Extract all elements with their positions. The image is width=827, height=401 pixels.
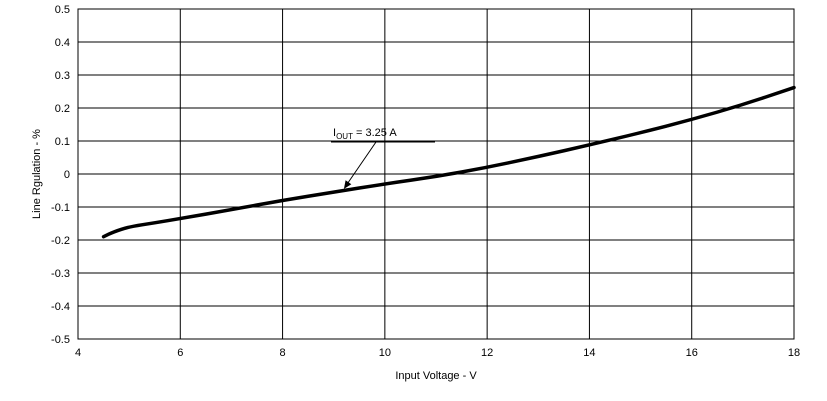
plot-frame <box>77 8 795 340</box>
x-tick-label: 12 <box>481 347 493 359</box>
annotation-layer: IOUT = 3.25 A <box>331 127 435 189</box>
y-tick-label: 0.5 <box>55 4 70 16</box>
y-tick-label: -0.3 <box>51 268 70 280</box>
annotation-arrowhead <box>343 180 352 189</box>
y-tick-label: -0.4 <box>51 301 70 313</box>
y-tick-label: 0.4 <box>55 37 70 49</box>
y-axis-label: Line Rgulation - % <box>31 129 43 219</box>
x-tick-label: 16 <box>686 347 698 359</box>
y-tick-label: 0 <box>64 169 70 181</box>
x-axis-label: Input Voltage - V <box>395 370 477 382</box>
y-tick-label: -0.1 <box>51 202 70 214</box>
annotation-leader-line <box>331 141 435 184</box>
y-tick-label: 0.3 <box>55 70 70 82</box>
y-tick-label: -0.2 <box>51 235 70 247</box>
x-tick-label: 14 <box>583 347 595 359</box>
y-tick-labels: 0.5 0.4 0.3 0.2 0.1 0 -0.1 -0.2 -0.3 -0.4 -0.5 <box>51 4 70 346</box>
annotation-label: IOUT = 3.25 A <box>333 127 397 141</box>
x-tick-label: 4 <box>75 347 81 359</box>
x-tick-labels: 4 6 8 10 12 14 16 18 <box>75 347 800 359</box>
y-tick-label: -0.5 <box>51 334 70 346</box>
y-tick-label: 0.1 <box>55 136 70 148</box>
series-line <box>101 85 796 239</box>
y-tick-label: 0.2 <box>55 103 70 115</box>
x-tick-label: 18 <box>788 347 800 359</box>
series-layer <box>101 85 796 239</box>
x-tick-label: 10 <box>379 347 391 359</box>
grid-lines <box>77 8 795 340</box>
x-tick-label: 6 <box>177 347 183 359</box>
x-tick-label: 8 <box>280 347 286 359</box>
